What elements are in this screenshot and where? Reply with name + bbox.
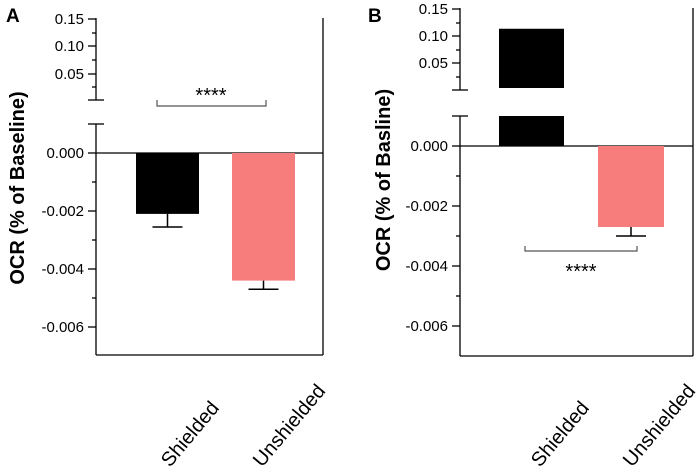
panel-a-errorbar-shielded [152,213,183,228]
panel-b-tick-label-0.05: 0.05 [419,55,448,72]
panel-a-tick-label-0.10: 0.10 [55,38,84,55]
panel-b-bar-unshielded [598,146,664,227]
panel-a-category-label-unshielded: Unshielded [249,380,330,471]
panel-b-tick-label--0.006: -0.006 [405,318,448,335]
panel-b: B 0.15 0.10 0.05 [368,1,699,471]
panel-a-errorbar-unshielded [248,280,279,291]
panel-b-tick-label-0.000: 0.000 [410,138,448,155]
panel-a-tick-label--0.002: -0.002 [41,203,84,220]
panel-a-tick-label-0.000: 0.000 [46,145,84,162]
panel-b-upper-ticks [452,8,460,78]
panel-b-tick-label--0.004: -0.004 [405,258,448,275]
panel-b-significance-stars: **** [565,261,596,283]
panel-a-tick-label-0.15: 0.15 [55,11,84,28]
panel-b-significance-bracket [524,246,638,252]
panel-a-tick-label-0.05: 0.05 [55,66,84,83]
panel-b-tick-label-0.15: 0.15 [419,1,448,18]
panel-a-tick-label--0.006: -0.006 [41,319,84,336]
panel-a-tick-label--0.004: -0.004 [41,261,84,278]
panel-a-significance-stars: **** [195,85,226,107]
panel-b-category-label-shielded: Shielded [527,397,594,471]
panel-b-tick-label--0.002: -0.002 [405,198,448,215]
panel-a-upper-ticks [88,18,96,88]
panel-b-lower-ticks [452,145,460,327]
panel-b-tick-label-0.10: 0.10 [419,28,448,45]
panel-a: A 0.15 0.10 0.05 [6,6,330,471]
panel-a-bar-unshielded [232,153,295,281]
panel-b-y-axis-title: OCR (% of Basline) [373,89,395,271]
panel-b-bar-shielded-upper [499,29,564,88]
panel-a-y-axis-title: OCR (% of Baseline) [7,91,29,284]
panel-a-bar-shielded [136,153,199,214]
panel-a-label: A [6,6,20,27]
panel-b-bar-shielded-lower [499,116,564,146]
panel-b-errorbar-unshielded [616,227,646,237]
panel-b-label: B [368,6,382,27]
panel-b-category-label-unshielded: Unshielded [619,380,699,471]
panel-a-lower-ticks [88,152,96,328]
panel-a-significance-bracket [156,100,267,107]
panel-a-category-label-shielded: Shielded [157,397,224,471]
